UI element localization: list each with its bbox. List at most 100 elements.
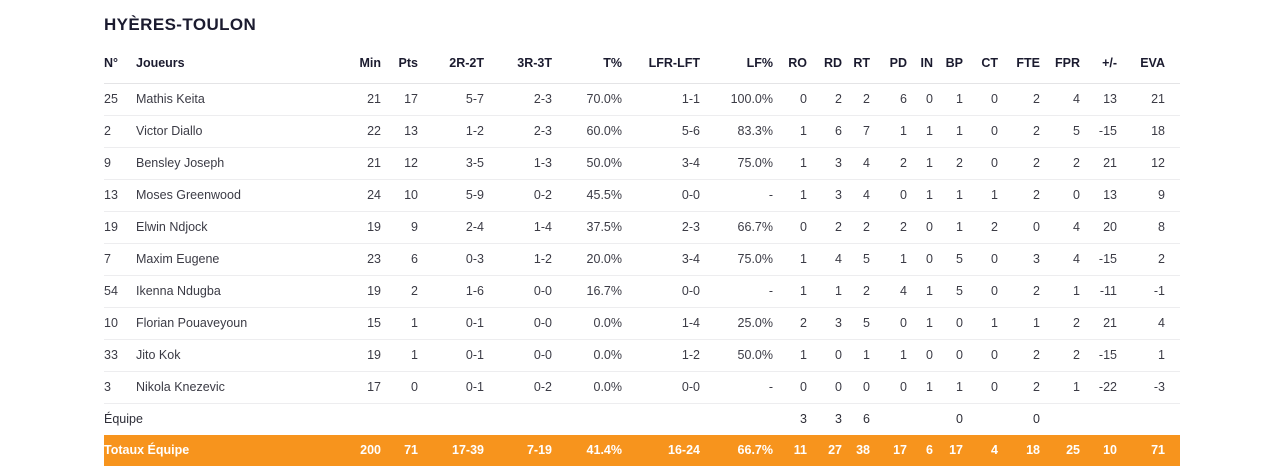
stat-cell-tp: 45.5%	[552, 179, 622, 212]
team-row-cell-pts	[381, 403, 418, 435]
player-row: 3 Nikola Knezevic 17 0 0-1 0-2 0.0% 0-0-0 0 0 0 1 1 0…	[104, 371, 1180, 404]
stat-cell-rd: 4	[807, 243, 842, 276]
player-name-link[interactable]: Moses Greenwood	[136, 179, 336, 212]
stat-cell-in: 1	[907, 147, 933, 180]
totals-row-cell-ct: 4	[963, 435, 998, 466]
stat-cell-r2: 0-1	[418, 307, 484, 340]
column-header-rt: RT	[842, 50, 870, 84]
table-header-row: N° Joueurs Min Pts 2R-2T 3R-3T T% LFR-LFT LF% RO R…	[104, 50, 1180, 84]
column-header-eva: EVA	[1117, 50, 1180, 84]
stat-cell-lfp: 75.0%	[700, 147, 773, 180]
player-name-link[interactable]: Florian Pouaveyoun	[136, 307, 336, 340]
stat-cell-ct: 0	[963, 275, 998, 308]
stat-cell-rd: 3	[807, 147, 842, 180]
stat-cell-r2: 1-6	[418, 275, 484, 308]
stat-cell-in: 0	[907, 339, 933, 372]
player-name-link[interactable]: Ikenna Ndugba	[136, 275, 336, 308]
totals-row-cell-min: 200	[336, 435, 381, 466]
player-name-link[interactable]: Victor Diallo	[136, 115, 336, 148]
player-name-link[interactable]: Nikola Knezevic	[136, 371, 336, 404]
stat-cell-pm: -15	[1080, 339, 1117, 372]
stat-cell-rt: 1	[842, 339, 870, 372]
stat-cell-ro: 0	[800, 92, 807, 106]
totals-row-cell-rt: 38	[842, 435, 870, 466]
team-row-cell-tp	[552, 403, 622, 435]
stat-cell-pm: 21	[1080, 147, 1117, 180]
column-header-pts: Pts	[381, 50, 418, 84]
stat-cell-bp: 5	[933, 275, 963, 308]
stat-cell-lfp: -	[700, 179, 773, 212]
stat-cell-ct: 0	[963, 115, 998, 148]
team-row-cell-pm	[1080, 403, 1117, 435]
stat-cell-r3: 0-0	[484, 339, 552, 372]
stat-cell-bp: 1	[933, 211, 963, 244]
totals-row-cell-fte: 18	[998, 435, 1040, 466]
player-number: 7	[104, 243, 136, 276]
column-header-lfp: LF%	[700, 50, 773, 84]
player-name-link[interactable]: Elwin Ndjock	[136, 211, 336, 244]
stat-cell-eva: 9	[1117, 179, 1180, 212]
player-number: 54	[104, 275, 136, 308]
stat-cell-tp: 50.0%	[552, 147, 622, 180]
stat-cell-rd: 2	[835, 92, 842, 106]
stat-cell-r2: 0-1	[418, 371, 484, 404]
stat-cell-pd: 2	[870, 211, 907, 244]
team-row-cell-lfp	[700, 403, 773, 435]
stat-cell-min: 17	[336, 371, 381, 404]
stat-cell-fpr: 1	[1040, 371, 1080, 404]
team-row: Équipe 3 3 6 0 0	[104, 403, 1180, 435]
stat-cell-fpr: 5	[1040, 115, 1080, 148]
stat-cell-rd: 0	[807, 371, 842, 404]
team-row-cell-r2	[418, 403, 484, 435]
stat-cell-rt: 5	[842, 243, 870, 276]
column-header-ro: RO	[773, 50, 807, 84]
player-number: 3	[104, 371, 136, 404]
stat-cell-rd: 6	[807, 115, 842, 148]
stat-cell-lfp: 66.7%	[700, 211, 773, 244]
totals-row-cell-pd: 17	[870, 435, 907, 466]
player-name-link[interactable]: Jito Kok	[136, 339, 336, 372]
player-name-link[interactable]: Maxim Eugene	[136, 243, 336, 276]
stat-cell-rd: 0	[807, 339, 842, 372]
stat-cell-tp: 0.0%	[552, 307, 622, 340]
player-row: 2 Victor Diallo 22 13 1-2 2-3 60.0% 5-6 83.3% 1 6 7…	[104, 115, 1180, 148]
player-name-link[interactable]: Bensley Joseph	[136, 147, 336, 180]
team-stats-table: N° Joueurs Min Pts 2R-2T 3R-3T T% LFR-LFT LF% RO R…	[104, 50, 1180, 466]
stat-cell-fpr: 4	[1073, 92, 1080, 106]
totals-row-cell-r2: 17-39	[418, 435, 484, 466]
stat-cell-eva: 4	[1117, 307, 1180, 340]
column-header-r2: 2R-2T	[418, 50, 484, 84]
stat-cell-pts: 12	[381, 147, 418, 180]
stat-cell-rd: 3	[807, 307, 842, 340]
player-number: 13	[104, 179, 136, 212]
stat-cell-fte: 2	[998, 339, 1040, 372]
stat-cell-r2: 5-9	[418, 179, 484, 212]
player-name-link[interactable]: Mathis Keita	[136, 92, 205, 106]
player-row: 9 Bensley Joseph 21 12 3-5 1-3 50.0% 3-4 75.0% 1 3…	[104, 147, 1180, 180]
stat-cell-lf: 3-4	[622, 243, 700, 276]
totals-row: Totaux Équipe 200 71 17-39 7-19 41.4% 16-24 66.…	[104, 435, 1180, 466]
stat-cell-lf: 1-2	[622, 339, 700, 372]
stat-cell-ro: 0	[773, 211, 807, 244]
stat-cell-min: 22	[336, 115, 381, 148]
stat-cell-lf: 0-0	[622, 179, 700, 212]
stat-cell-pts: 9	[381, 211, 418, 244]
stat-cell-pm: -22	[1080, 371, 1117, 404]
stat-cell-rt: 0	[842, 371, 870, 404]
stat-cell-fpr: 1	[1040, 275, 1080, 308]
column-header-num: N°	[104, 50, 136, 84]
stat-cell-bp: 0	[933, 307, 963, 340]
stat-cell-pm: 13	[1080, 179, 1117, 212]
stat-cell-pts: 17	[404, 92, 418, 106]
stat-cell-r3: 2-3	[533, 92, 552, 106]
stat-cell-in: 1	[907, 179, 933, 212]
stat-cell-r2: 1-2	[418, 115, 484, 148]
stat-cell-pd: 1	[870, 243, 907, 276]
stat-cell-ro: 1	[773, 115, 807, 148]
stat-cell-fte: 2	[998, 147, 1040, 180]
stat-cell-in: 0	[907, 243, 933, 276]
stat-cell-pm: -15	[1080, 243, 1117, 276]
player-number: 33	[104, 339, 136, 372]
stat-cell-ro: 1	[773, 275, 807, 308]
stat-cell-pd: 2	[870, 147, 907, 180]
